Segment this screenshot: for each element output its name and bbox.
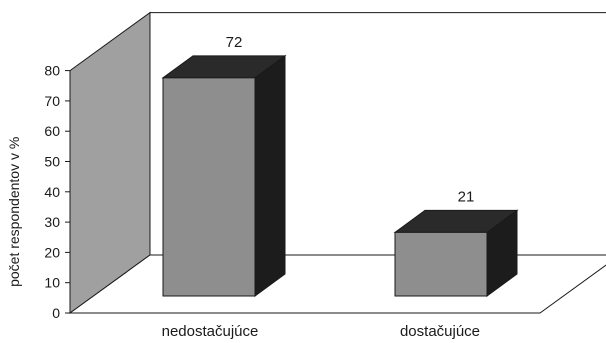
- bar-group: 21: [393, 188, 519, 297]
- category-label: nedostačujúce: [162, 323, 259, 340]
- category-labels: nedostačujúce dostačujúce: [162, 323, 480, 340]
- floor: [68, 254, 606, 314]
- y-tick-label: 80: [44, 63, 60, 79]
- category-label: dostačujúce: [400, 323, 480, 340]
- y-tick-label: 30: [44, 214, 60, 230]
- y-tick-label: 40: [44, 184, 60, 200]
- y-tick-label: 60: [44, 123, 60, 139]
- bar-side: [254, 54, 286, 297]
- y-tick-label: 10: [44, 275, 60, 291]
- bar: [394, 231, 488, 297]
- y-tick-label: 20: [44, 244, 60, 260]
- y-tick-label: 70: [44, 93, 60, 109]
- data-label: 72: [226, 34, 243, 51]
- bar-group: 72: [161, 34, 287, 297]
- y-tick-label: 0: [52, 305, 60, 321]
- y-tick-label: 50: [44, 154, 60, 170]
- bar: [162, 77, 256, 297]
- bars: 72 21: [161, 34, 519, 297]
- y-axis-title: počet respondentov v %: [6, 137, 22, 287]
- data-label: 21: [458, 188, 475, 205]
- y-axis-ticks: 0 10 20 30 40 50 60 70 80: [44, 63, 70, 321]
- chart-walls: [68, 11, 606, 314]
